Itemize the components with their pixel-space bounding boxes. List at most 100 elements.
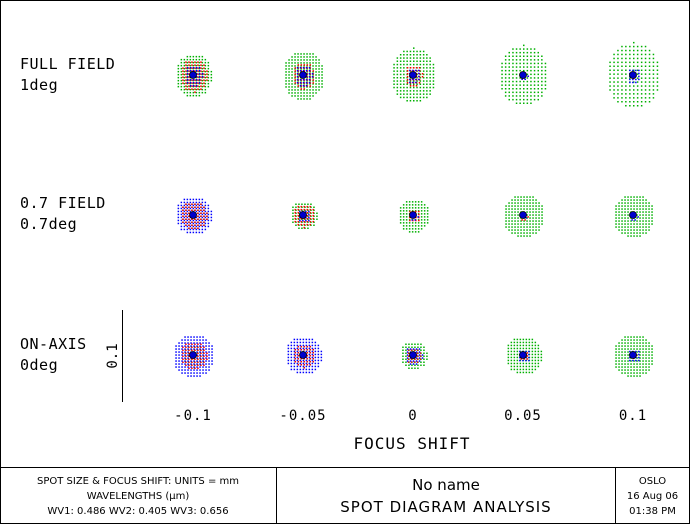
spot-point	[640, 85, 643, 87]
spot-point	[309, 357, 311, 360]
spot-point	[306, 65, 308, 67]
spot-point	[638, 78, 640, 81]
spot-point	[505, 208, 507, 210]
spot-point	[426, 352, 428, 354]
spot-point	[200, 212, 202, 214]
spot-point	[633, 348, 635, 350]
spot-point	[189, 70, 192, 72]
spot-point	[297, 89, 299, 91]
spot-point	[202, 336, 204, 338]
spot-point	[177, 85, 180, 88]
spot-point	[639, 339, 641, 341]
spot-point	[192, 225, 195, 228]
spot-point	[198, 55, 201, 58]
spot-point	[535, 223, 537, 225]
spot-point	[175, 354, 177, 356]
spot-point	[639, 232, 641, 234]
spot-point	[633, 65, 635, 67]
spot-point	[526, 217, 528, 219]
spot-point	[312, 53, 314, 55]
spot-point	[197, 227, 199, 229]
spot-point	[642, 372, 644, 374]
spot-point	[207, 204, 210, 207]
spot-point	[186, 61, 189, 64]
spot-point	[210, 210, 213, 213]
spot-point	[415, 348, 418, 350]
spot-point	[423, 364, 425, 366]
spot-point	[533, 51, 536, 54]
spot-point	[414, 219, 416, 221]
spot-point	[181, 339, 183, 341]
spot-point	[423, 213, 426, 215]
spot-point	[526, 205, 528, 207]
spot-point	[207, 216, 210, 219]
spot-point	[415, 78, 417, 81]
spot-point	[615, 366, 617, 368]
spot-point	[306, 351, 308, 354]
spot-point	[177, 213, 180, 216]
spot-point	[421, 354, 424, 356]
field-angle-full: 1deg	[20, 76, 59, 94]
spot-point	[639, 223, 641, 225]
spot-point	[406, 93, 408, 95]
spot-point	[636, 85, 639, 87]
spot-point	[621, 205, 623, 207]
spot-point	[627, 375, 629, 377]
spot-point	[633, 101, 635, 103]
x-tick-label: 0.1	[618, 408, 648, 424]
spot-point	[301, 203, 303, 205]
spot-point	[645, 211, 647, 213]
spot-point	[208, 369, 210, 371]
spot-point	[320, 356, 323, 359]
spot-point	[202, 351, 204, 353]
spot-point	[531, 356, 534, 359]
spot-point	[618, 214, 620, 216]
spot-point	[186, 225, 189, 228]
spot-point	[639, 375, 641, 377]
spot-point	[633, 205, 635, 207]
spot-point	[413, 80, 415, 82]
spot-point	[423, 358, 425, 360]
spot-point	[645, 357, 647, 359]
spot-point	[291, 77, 293, 79]
spot-point	[508, 51, 510, 54]
spot-point	[510, 362, 513, 365]
spot-point	[537, 362, 540, 365]
spot-point	[312, 62, 314, 64]
spot-point	[305, 338, 308, 341]
spot-point	[519, 350, 521, 353]
spot-point	[530, 84, 532, 86]
spot-point	[189, 79, 192, 81]
spot-point	[177, 76, 180, 79]
spot-point	[645, 351, 647, 353]
spot-point	[523, 98, 525, 101]
spot-point	[621, 369, 623, 371]
spot-point	[429, 63, 431, 66]
spot-point	[187, 369, 189, 371]
spot-point	[429, 90, 431, 92]
spot-point	[642, 196, 644, 198]
spot-point	[418, 67, 421, 69]
spot-point	[540, 350, 543, 353]
spot-point	[544, 88, 547, 90]
spot-point	[519, 55, 521, 57]
spot-point	[526, 196, 528, 198]
spot-point	[185, 218, 187, 220]
spot-point	[512, 69, 514, 72]
spot-point	[198, 88, 201, 91]
time: 01:38 PM	[629, 505, 676, 517]
spot-point	[187, 348, 189, 350]
spot-point	[633, 53, 635, 56]
spot-point	[627, 354, 629, 356]
spot-point	[517, 232, 519, 234]
spot-point	[204, 82, 207, 85]
spot-point	[531, 371, 534, 374]
spot-point	[184, 345, 186, 347]
spot-point	[321, 74, 323, 76]
spot-point	[426, 63, 428, 66]
spot-point	[635, 359, 637, 362]
spot-point	[187, 372, 189, 374]
spot-point	[621, 65, 623, 67]
spot-point	[412, 360, 415, 362]
spot-point	[180, 64, 183, 67]
